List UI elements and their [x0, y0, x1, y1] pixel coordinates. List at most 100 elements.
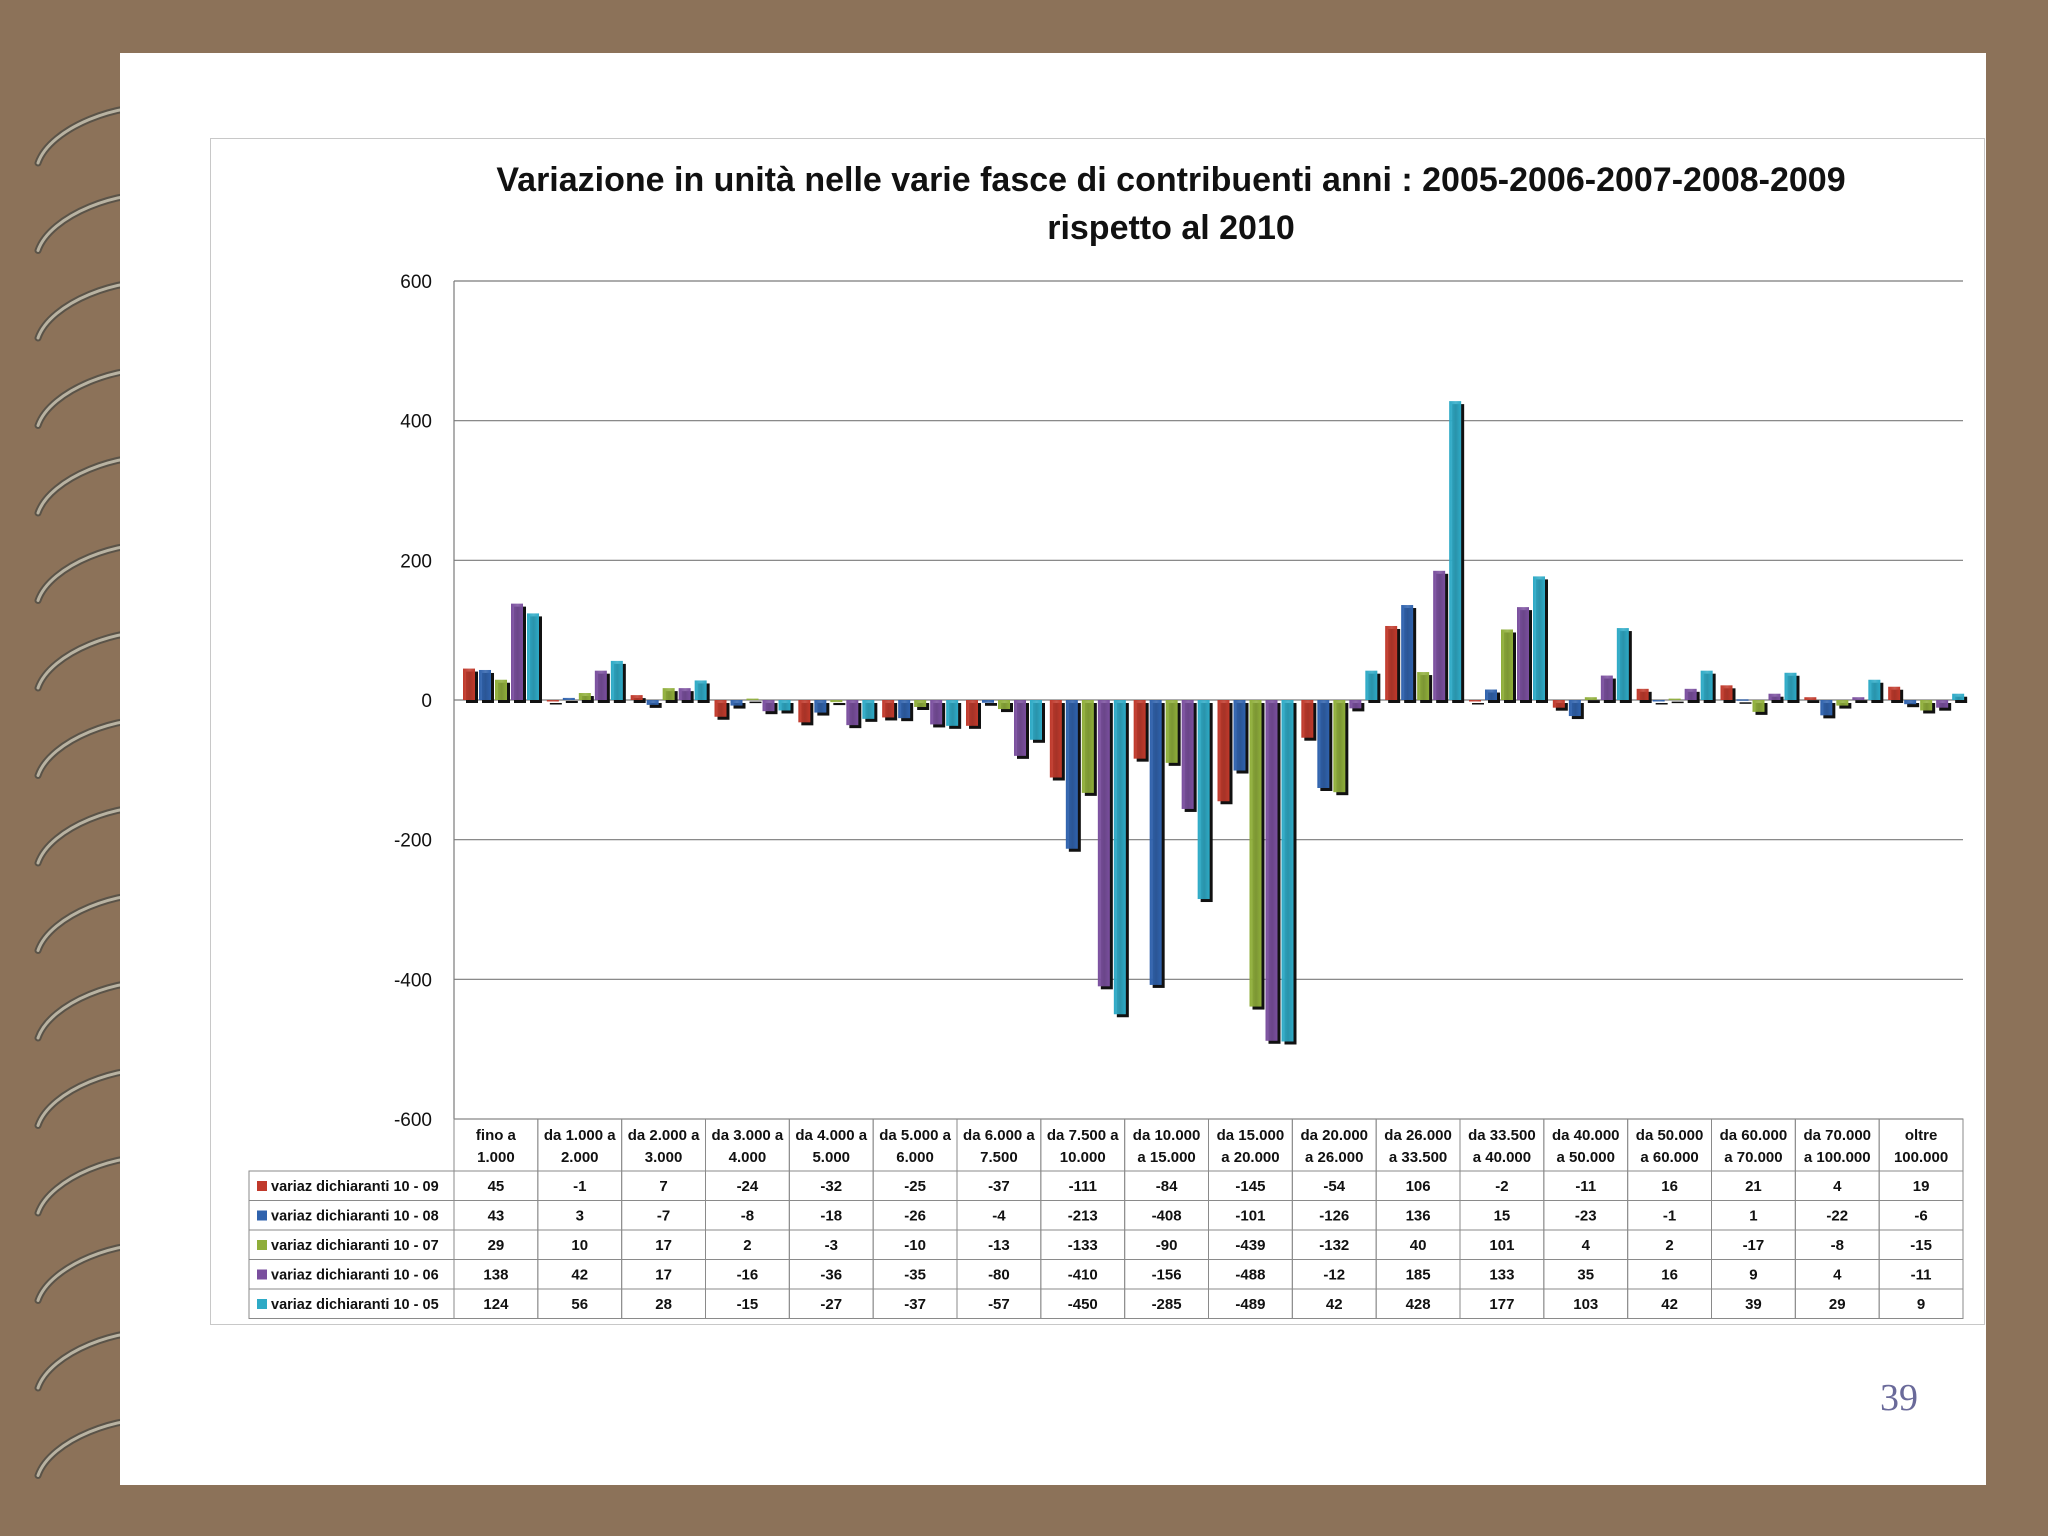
bar	[1065, 700, 1078, 849]
bar-shadow	[1587, 700, 1600, 703]
y-tick-label: 400	[400, 412, 432, 433]
data-value: -11	[1911, 1267, 1932, 1284]
data-value: -54	[1323, 1178, 1345, 1195]
bar	[814, 700, 827, 713]
y-tick-label: -400	[394, 970, 432, 991]
data-value: 138	[483, 1267, 508, 1284]
bar	[1349, 700, 1362, 709]
data-value: -84	[1156, 1178, 1178, 1195]
data-value: 35	[1577, 1267, 1594, 1284]
y-tick-label: 600	[400, 272, 432, 293]
legend-swatch	[257, 1299, 267, 1309]
category-label: fino a	[476, 1127, 517, 1144]
bar	[1784, 672, 1797, 700]
category-label: da 26.000	[1384, 1127, 1452, 1144]
data-value: 17	[655, 1267, 672, 1284]
data-value: 19	[1913, 1178, 1930, 1195]
data-value: -15	[737, 1296, 759, 1313]
category-label: a 100.000	[1804, 1149, 1871, 1166]
bar	[1836, 700, 1849, 706]
legend-entry: variaz dichiaranti 10 - 05	[271, 1297, 439, 1313]
category-label: a 20.000	[1221, 1149, 1279, 1166]
data-value: 4	[1582, 1237, 1591, 1254]
data-value: -18	[820, 1208, 842, 1225]
data-value: 177	[1489, 1296, 1514, 1313]
data-value: -22	[1826, 1208, 1848, 1225]
category-label: 7.500	[980, 1149, 1018, 1166]
bar	[1081, 700, 1094, 793]
data-value: -11	[1575, 1178, 1596, 1195]
category-label: oltre	[1905, 1127, 1938, 1144]
bar	[1485, 689, 1497, 700]
data-value: 103	[1573, 1296, 1598, 1313]
category-label: 2.000	[561, 1149, 599, 1166]
data-value: -450	[1068, 1296, 1098, 1313]
category-label: a 50.000	[1557, 1149, 1615, 1166]
data-value: -4	[992, 1208, 1006, 1225]
y-tick-label: -200	[394, 831, 432, 852]
bar	[1097, 700, 1110, 987]
bar	[1920, 700, 1933, 711]
legend-entry: variaz dichiaranti 10 - 09	[271, 1179, 439, 1195]
data-value: 136	[1406, 1208, 1431, 1225]
bar	[714, 700, 727, 717]
data-value: 28	[655, 1296, 672, 1313]
category-label: a 60.000	[1640, 1149, 1698, 1166]
category-label: 4.000	[729, 1149, 767, 1166]
data-value: 43	[488, 1208, 505, 1225]
data-value: -15	[1910, 1237, 1932, 1254]
data-value: -2	[1495, 1178, 1508, 1195]
data-value: 2	[1665, 1237, 1673, 1254]
chart-container: Variazione in unità nelle varie fasce di…	[210, 138, 1985, 1325]
category-label: a 15.000	[1137, 1149, 1195, 1166]
bar	[1752, 700, 1765, 712]
data-value: -126	[1319, 1208, 1349, 1225]
data-value: -3	[825, 1237, 838, 1254]
bar	[1652, 700, 1665, 702]
category-label: a 33.500	[1389, 1149, 1447, 1166]
data-value: 40	[1410, 1237, 1427, 1254]
bar-shadow	[549, 703, 562, 705]
bar	[966, 700, 978, 726]
bar	[1568, 700, 1581, 717]
bar	[1720, 685, 1733, 700]
bar	[479, 669, 491, 700]
bar	[1417, 672, 1430, 700]
data-value: 124	[483, 1296, 509, 1313]
bar	[511, 603, 523, 700]
data-value: 42	[1661, 1296, 1678, 1313]
data-value: 10	[571, 1237, 588, 1254]
data-value: -80	[988, 1267, 1010, 1284]
data-value: -23	[1575, 1208, 1597, 1225]
data-value: -145	[1235, 1178, 1265, 1195]
bar	[1385, 625, 1398, 700]
category-label: a 70.000	[1724, 1149, 1782, 1166]
bar	[1616, 628, 1629, 700]
bar	[1249, 700, 1262, 1007]
category-label: da 60.000	[1720, 1127, 1788, 1144]
bar-shadow	[649, 703, 662, 708]
category-label: da 40.000	[1552, 1127, 1620, 1144]
bar	[1820, 700, 1833, 716]
data-value: -37	[988, 1178, 1010, 1195]
legend-entry: variaz dichiaranti 10 - 06	[271, 1268, 439, 1284]
bar-shadow	[1839, 703, 1852, 709]
data-value: -16	[737, 1267, 759, 1284]
bar-shadow	[733, 703, 746, 709]
bar	[1668, 698, 1681, 701]
data-value: -156	[1152, 1267, 1182, 1284]
bar	[678, 688, 691, 700]
bar	[1113, 700, 1126, 1015]
legend-entry: variaz dichiaranti 10 - 07	[271, 1238, 439, 1254]
bar	[1181, 700, 1194, 809]
y-tick-label: 0	[421, 691, 432, 712]
bar-shadow	[565, 700, 578, 703]
bar	[1301, 700, 1314, 738]
bar	[1684, 688, 1697, 700]
bar	[1600, 675, 1613, 700]
data-value: 45	[488, 1178, 505, 1195]
legend-swatch	[257, 1181, 267, 1191]
bar	[930, 700, 943, 725]
category-label: da 1.000 a	[544, 1127, 616, 1144]
bar	[1165, 700, 1178, 763]
